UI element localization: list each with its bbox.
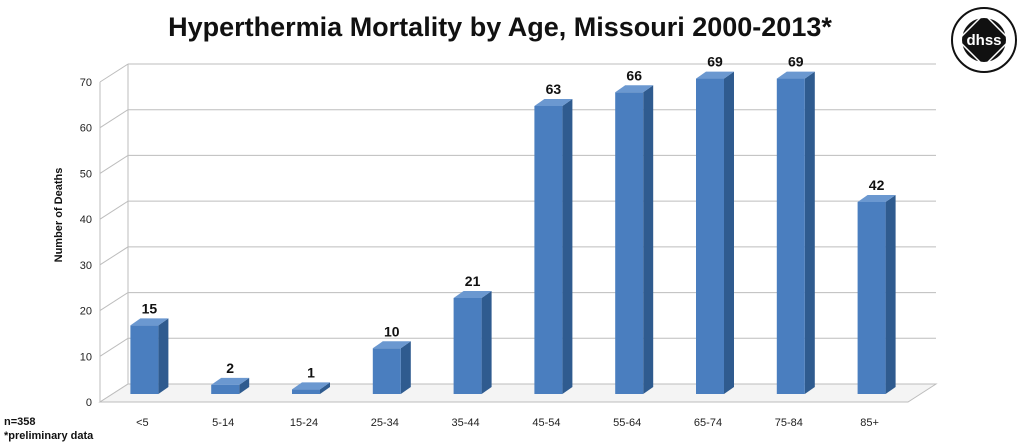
bar xyxy=(857,195,896,394)
data-label: 63 xyxy=(546,81,562,97)
logo-text: dhss xyxy=(966,32,1001,49)
bar-top xyxy=(211,377,250,385)
x-axis: <5 5-14 15-24 25-34 35-44 45-54 55-64 65-74 75-8… xyxy=(136,417,879,429)
x-tick-label: 65-74 xyxy=(694,417,722,429)
gridline-depth xyxy=(99,292,129,311)
x-tick-label: 15-24 xyxy=(290,417,318,429)
y-tick-label: 0 xyxy=(86,397,92,409)
bar-top xyxy=(453,291,492,298)
data-label: 21 xyxy=(465,273,481,289)
y-tick-label: 50 xyxy=(80,168,92,180)
y-tick-label: 60 xyxy=(80,123,92,135)
bar-front xyxy=(453,298,482,394)
gridline-depth xyxy=(99,200,129,220)
bar xyxy=(211,377,250,394)
chart-title: Hyperthermia Mortality by Age, Missouri … xyxy=(168,12,832,42)
bar-top xyxy=(292,382,330,390)
data-label: 69 xyxy=(788,54,804,70)
data-label: 15 xyxy=(142,300,158,316)
bar-side xyxy=(239,377,250,394)
preliminary-note: *preliminary data xyxy=(4,430,94,442)
data-label: 2 xyxy=(226,360,234,376)
bar-top xyxy=(372,341,411,349)
bar-top xyxy=(776,71,815,79)
bar-side xyxy=(400,341,411,394)
bar-side xyxy=(320,382,330,394)
y-tick-label: 20 xyxy=(80,306,92,318)
bar-front xyxy=(534,106,563,394)
bar-front xyxy=(130,325,159,394)
bar-top xyxy=(857,195,896,202)
bar xyxy=(453,291,492,394)
data-label: 10 xyxy=(384,323,400,339)
bar xyxy=(130,318,169,394)
bar-top xyxy=(696,71,734,79)
x-tick-label: 5-14 xyxy=(212,417,234,429)
bar xyxy=(615,85,654,395)
bar-side xyxy=(562,99,573,394)
bar xyxy=(292,382,330,394)
bar-front xyxy=(372,348,401,394)
bar-side xyxy=(804,71,815,395)
x-tick-label: 75-84 xyxy=(775,417,803,429)
x-tick-label: 45-54 xyxy=(532,417,560,429)
x-tick-label: 25-34 xyxy=(371,417,399,429)
bar xyxy=(534,99,573,394)
bar-side xyxy=(724,71,734,395)
bar-front xyxy=(696,78,724,395)
y-tick-label: 10 xyxy=(80,351,92,363)
x-tick-label: <5 xyxy=(136,417,149,429)
bar xyxy=(372,341,411,394)
gridline-depth xyxy=(99,246,129,266)
data-label: 42 xyxy=(869,177,885,193)
gridline-depth xyxy=(99,155,129,174)
gridline-depth xyxy=(99,63,129,83)
bar-top xyxy=(534,99,573,106)
y-tick-label: 70 xyxy=(80,77,92,89)
data-label: 69 xyxy=(707,54,723,70)
bar-side xyxy=(158,318,169,394)
x-tick-label: 85+ xyxy=(860,417,879,429)
bar xyxy=(696,71,734,395)
bar-side xyxy=(885,195,896,394)
bar-front xyxy=(615,92,644,395)
bar-side xyxy=(481,291,492,394)
data-label: 1 xyxy=(307,364,315,380)
bar-side xyxy=(643,85,654,395)
dhss-logo: dhss xyxy=(951,7,1017,73)
bar-top xyxy=(615,85,654,93)
bars xyxy=(130,71,896,395)
bar-front xyxy=(776,78,805,395)
x-tick-label: 55-64 xyxy=(613,417,641,429)
y-axis: 0 10 20 30 40 50 60 70 xyxy=(80,77,92,409)
y-tick-label: 40 xyxy=(80,214,92,226)
x-tick-label: 35-44 xyxy=(452,417,480,429)
bar-front xyxy=(292,389,320,394)
bar-front xyxy=(211,384,240,394)
bar-front xyxy=(857,202,886,394)
gridline-depth xyxy=(99,337,129,357)
y-axis-label: Number of Deaths xyxy=(53,168,65,263)
data-label: 66 xyxy=(626,67,642,83)
y-tick-label: 30 xyxy=(80,260,92,272)
gridline-depth xyxy=(99,109,129,129)
bar xyxy=(776,71,815,395)
sample-size-note: n=358 xyxy=(4,416,36,428)
bar-top xyxy=(130,318,169,326)
